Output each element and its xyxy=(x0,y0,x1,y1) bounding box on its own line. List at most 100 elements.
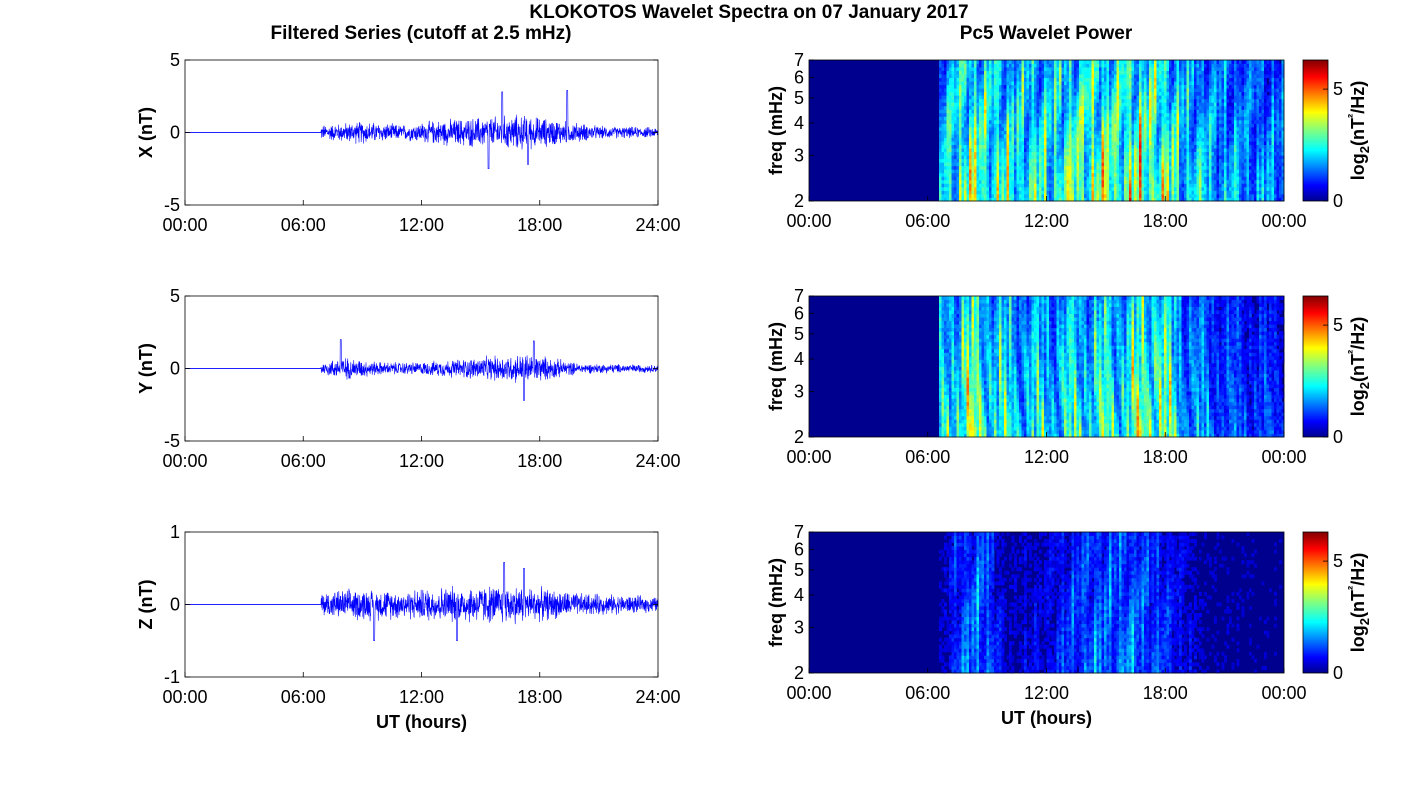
power-cell xyxy=(1044,95,1047,99)
power-cell xyxy=(1034,95,1037,99)
power-cell xyxy=(1182,131,1185,135)
power-cell xyxy=(1014,78,1017,82)
power-cell xyxy=(939,116,942,120)
power-cell xyxy=(1202,60,1205,64)
power-cell xyxy=(972,81,975,85)
power-cell xyxy=(1152,134,1155,138)
power-cell xyxy=(962,134,965,138)
power-cell xyxy=(992,123,995,127)
power-cell xyxy=(957,148,960,152)
power-cell xyxy=(1087,123,1090,127)
power-cell xyxy=(939,169,942,173)
power-cell xyxy=(1157,127,1160,131)
power-cell xyxy=(1177,106,1180,110)
power-cell xyxy=(1019,95,1022,99)
power-cell xyxy=(939,74,942,78)
power-cell xyxy=(1154,85,1157,89)
power-cell xyxy=(1197,169,1200,173)
power-cell xyxy=(1127,127,1130,131)
power-cell xyxy=(1069,134,1072,138)
power-cell xyxy=(1129,109,1132,113)
power-cell xyxy=(1132,109,1135,113)
power-cell xyxy=(962,67,965,71)
power-cell xyxy=(952,71,955,75)
power-cell xyxy=(1167,187,1170,191)
x-tick-label: 06:00 xyxy=(281,451,326,471)
power-cell xyxy=(1209,138,1212,142)
power-cell xyxy=(1024,169,1027,173)
y-tick-label: 0 xyxy=(170,123,180,143)
power-cell xyxy=(1084,67,1087,71)
power-cell xyxy=(1239,187,1242,191)
power-cell xyxy=(1064,180,1067,184)
power-cell xyxy=(1104,113,1107,117)
power-cell xyxy=(1119,152,1122,156)
power-cell xyxy=(1147,109,1150,113)
power-cell xyxy=(1052,148,1055,152)
power-cell xyxy=(1102,180,1105,184)
power-cell xyxy=(1104,180,1107,184)
power-cell xyxy=(1092,141,1095,145)
power-cell xyxy=(1099,173,1102,177)
power-cell xyxy=(979,148,982,152)
power-cell xyxy=(1222,131,1225,135)
power-cell xyxy=(942,187,945,191)
power-cell xyxy=(1187,183,1190,187)
power-cell xyxy=(1004,148,1007,152)
power-cell xyxy=(1242,109,1245,113)
power-cell xyxy=(977,74,980,78)
power-cell xyxy=(1239,67,1242,71)
power-cell xyxy=(967,138,970,142)
power-cell xyxy=(1084,120,1087,124)
power-cell xyxy=(992,67,995,71)
power-cell xyxy=(1147,180,1150,184)
power-cell xyxy=(1194,138,1197,142)
power-cell xyxy=(964,159,967,163)
power-cell xyxy=(1062,120,1065,124)
power-cell xyxy=(942,148,945,152)
power-cell xyxy=(1097,159,1100,163)
power-cell xyxy=(1024,180,1027,184)
power-cell xyxy=(1227,169,1230,173)
power-cell xyxy=(1104,190,1107,194)
power-cell xyxy=(1214,85,1217,89)
power-cell xyxy=(1227,152,1230,156)
power-cell xyxy=(972,176,975,180)
power-cell xyxy=(1119,120,1122,124)
power-cell xyxy=(1114,60,1117,64)
power-cell xyxy=(1209,120,1212,124)
power-cell xyxy=(1172,162,1175,166)
power-cell xyxy=(1047,71,1050,75)
power-cell xyxy=(994,131,997,135)
power-cell xyxy=(1199,152,1202,156)
power-cell xyxy=(1212,176,1215,180)
power-cell xyxy=(1114,123,1117,127)
power-cell xyxy=(979,131,982,135)
power-cell xyxy=(954,64,957,68)
power-cell xyxy=(1109,71,1112,75)
power-cell xyxy=(1087,155,1090,159)
power-cell xyxy=(1052,131,1055,135)
power-cell xyxy=(1237,71,1240,75)
power-cell xyxy=(1162,64,1165,68)
power-cell xyxy=(977,162,980,166)
power-cell xyxy=(1139,166,1142,170)
power-cell xyxy=(1122,109,1125,113)
power-cell xyxy=(1232,102,1235,106)
power-cell xyxy=(977,138,980,142)
power-cell xyxy=(939,131,942,135)
power-cell xyxy=(1129,102,1132,106)
power-cell xyxy=(1104,64,1107,68)
power-cell xyxy=(1202,85,1205,89)
power-cell xyxy=(1074,67,1077,71)
power-cell xyxy=(1037,180,1040,184)
power-cell xyxy=(989,109,992,113)
power-cell xyxy=(952,162,955,166)
power-cell xyxy=(1204,141,1207,145)
power-cell xyxy=(1164,113,1167,117)
power-cell xyxy=(1114,95,1117,99)
power-cell xyxy=(972,162,975,166)
power-cell xyxy=(1079,123,1082,127)
power-cell xyxy=(1209,159,1212,163)
power-cell xyxy=(1164,120,1167,124)
